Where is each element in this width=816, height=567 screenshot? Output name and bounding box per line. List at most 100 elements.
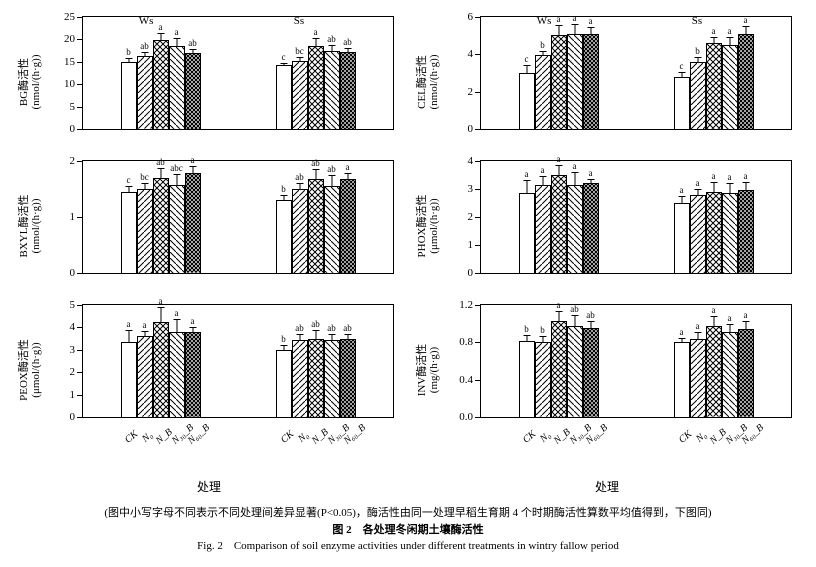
bar: c [519, 73, 535, 129]
significance-label: a [728, 26, 732, 36]
significance-label: ab [343, 37, 352, 47]
y-tick-label: 2 [70, 155, 84, 167]
y-tick-label: 1.2 [459, 299, 481, 311]
significance-label: a [589, 168, 593, 178]
bar: a [722, 45, 738, 129]
significance-label: ab [327, 323, 336, 333]
significance-label: a [346, 162, 350, 172]
significance-label: ab [343, 323, 352, 333]
significance-label: bc [140, 172, 149, 182]
significance-label: ab [156, 157, 165, 167]
bar: b [276, 200, 292, 273]
x-axis-label: 处理 [20, 478, 398, 495]
bar: c [276, 65, 292, 129]
bar: a [551, 35, 567, 129]
bar: bc [137, 189, 153, 273]
bar: a [706, 43, 722, 129]
bar: a [169, 46, 185, 129]
significance-label: ab [140, 41, 149, 51]
significance-label: a [175, 308, 179, 318]
bar: a [583, 183, 599, 273]
bar: a [706, 192, 722, 273]
significance-label: ab [586, 310, 595, 320]
y-tick-label: 2 [70, 366, 84, 378]
significance-label: a [314, 27, 318, 37]
bar: ab [340, 339, 356, 417]
y-axis-label: PEOX酶活性(μmol/(h·g)) [18, 310, 42, 430]
bar: a [583, 34, 599, 129]
bar: a [308, 46, 324, 129]
bar: a [738, 329, 754, 417]
bar: ab [340, 52, 356, 130]
bar: b [535, 55, 551, 129]
y-axis-label: CEL酶活性(nmol/(h·g)) [416, 22, 440, 142]
y-tick-label: 3 [70, 344, 84, 356]
significance-label: a [744, 15, 748, 25]
significance-label: ab [311, 319, 320, 329]
significance-label: ab [295, 323, 304, 333]
bar: ab [324, 340, 340, 417]
y-tick-label: 4 [468, 155, 482, 167]
y-axis-label: BG酶活性(nmol/(h·g)) [18, 22, 42, 142]
significance-label: a [159, 296, 163, 306]
significance-label: a [680, 185, 684, 195]
plot-area: 0510152025WsSsbabaaabcbcaabab [82, 16, 394, 130]
y-axis-label: PHOX酶活性(μmol/(h·g)) [416, 166, 440, 286]
bar: a [567, 34, 583, 129]
chart-panel: BXYL酶活性(nmol/(h·g))012cbcababcababababa [20, 156, 398, 296]
significance-label: a [696, 178, 700, 188]
plot-area: 0246WsSscbaaacbaaa [480, 16, 792, 130]
y-tick-label: 0 [70, 267, 84, 279]
bar: c [121, 192, 137, 273]
bar: a [121, 342, 137, 417]
bar: ab [153, 178, 169, 273]
y-tick-label: 0.0 [459, 411, 481, 423]
bar: ab [583, 328, 599, 417]
chart-panel: PHOX酶活性(μmol/(h·g))01234aaaaaaaaaa [418, 156, 796, 296]
bar: a [690, 195, 706, 273]
significance-label: a [191, 155, 195, 165]
chart-panel: INV酶活性(mg/(h·g))0.00.40.81.2bbaababaaaaa… [418, 300, 796, 440]
significance-label: ab [295, 172, 304, 182]
caption-title-en: Fig. 2 Comparison of soil enzyme activit… [10, 538, 806, 555]
bar: b [690, 62, 706, 129]
bar: a [169, 332, 185, 417]
plot-area: 012345aaaaababababab [82, 304, 394, 418]
significance-label: a [557, 300, 561, 310]
significance-label: ab [188, 38, 197, 48]
plot-area: 012cbcababcababababa [82, 160, 394, 274]
y-tick-label: 10 [64, 78, 83, 90]
y-tick-label: 0.8 [459, 336, 481, 348]
bar: a [674, 342, 690, 417]
significance-label: b [695, 46, 700, 56]
chart-panel: CEL酶活性(nmol/(h·g)) 0246WsSscbaaacbaaa [418, 12, 796, 152]
bar: b [535, 342, 551, 417]
bar: a [690, 339, 706, 417]
chart-panel: BG酶活性(nmol/(h·g))0510152025WsSsbabaaabcb… [20, 12, 398, 152]
y-tick-label: 1 [70, 211, 84, 223]
y-tick-label: 1 [468, 239, 482, 251]
y-tick-label: 15 [64, 56, 83, 68]
y-axis-label: BXYL酶活性(nmol/(h·g)) [18, 166, 42, 286]
significance-label: a [712, 305, 716, 315]
significance-label: b [524, 324, 529, 334]
chart-grid: BG酶活性(nmol/(h·g))0510152025WsSsbabaaabcb… [0, 0, 816, 499]
y-tick-label: 0.4 [459, 374, 481, 386]
significance-label: b [281, 184, 286, 194]
bar: a [551, 321, 567, 417]
y-tick-label: 5 [70, 101, 84, 113]
bar: b [519, 341, 535, 417]
y-tick-label: 4 [70, 321, 84, 333]
bar: a [340, 179, 356, 273]
significance-label: a [728, 172, 732, 182]
significance-label: a [744, 171, 748, 181]
significance-label: c [127, 175, 131, 185]
significance-label: ab [570, 304, 579, 314]
y-tick-label: 2 [468, 86, 482, 98]
y-tick-label: 0 [468, 123, 482, 135]
y-tick-label: 6 [468, 11, 482, 23]
caption-title-cn: 图 2 各处理冬闲期土壤酶活性 [10, 522, 806, 539]
bar: a [567, 185, 583, 273]
significance-label: b [540, 40, 545, 50]
bar: a [535, 185, 551, 273]
